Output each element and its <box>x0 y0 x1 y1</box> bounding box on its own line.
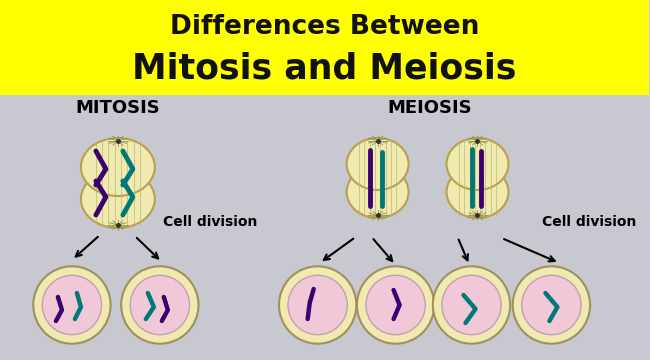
Ellipse shape <box>33 266 110 344</box>
Text: Differences Between: Differences Between <box>170 14 479 40</box>
FancyBboxPatch shape <box>0 0 649 95</box>
Text: Cell division: Cell division <box>162 215 257 229</box>
Ellipse shape <box>433 266 510 344</box>
Ellipse shape <box>357 266 434 344</box>
Ellipse shape <box>346 138 409 190</box>
Ellipse shape <box>513 266 590 344</box>
Ellipse shape <box>42 275 101 335</box>
Text: MITOSIS: MITOSIS <box>75 99 161 117</box>
Ellipse shape <box>346 166 409 218</box>
Ellipse shape <box>288 275 347 335</box>
Ellipse shape <box>130 275 190 335</box>
Ellipse shape <box>366 275 425 335</box>
Ellipse shape <box>121 266 198 344</box>
Ellipse shape <box>447 166 508 218</box>
Text: Cell division: Cell division <box>542 215 636 229</box>
Ellipse shape <box>279 266 356 344</box>
Ellipse shape <box>81 170 155 228</box>
Ellipse shape <box>81 138 155 196</box>
Ellipse shape <box>447 138 508 190</box>
Text: MEIOSIS: MEIOSIS <box>387 99 472 117</box>
FancyBboxPatch shape <box>0 95 649 360</box>
Ellipse shape <box>522 275 581 335</box>
Ellipse shape <box>442 275 501 335</box>
Text: Mitosis and Meiosis: Mitosis and Meiosis <box>133 51 517 85</box>
